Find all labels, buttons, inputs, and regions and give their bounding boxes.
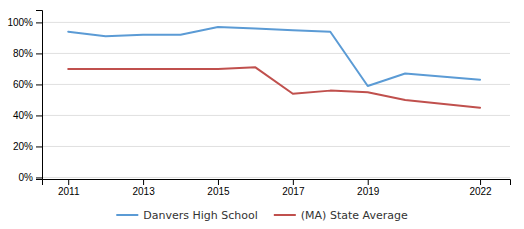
legend-item: (MA) State Average [274,209,408,222]
tick-mark [68,179,69,185]
tick-mark [36,22,42,23]
legend-label: Danvers High School [143,209,258,222]
grid [42,22,510,177]
tick-label: 2013 [132,186,155,197]
x-axis: 2011 2013 2015 2017 2019 2022 [43,179,511,197]
tick-mark [368,179,369,185]
chart: 2011 2013 2015 2017 2019 2022 0% 20% 40% 60% 80% 10… [0,0,524,229]
tick-mark [36,177,42,178]
legend: Danvers High School (MA) State Average [116,209,408,222]
tick: 2015 [207,179,230,197]
tick: 20% [13,141,42,152]
tick-label: 2015 [207,186,230,197]
legend-label: (MA) State Average [301,209,408,222]
tick: 2017 [282,179,305,197]
grid-line [42,177,510,178]
tick: 100% [7,17,42,28]
grid-line [42,84,510,85]
axis-line [43,180,511,186]
tick: 80% [13,48,42,59]
tick: 2022 [469,179,492,197]
tick-mark [293,179,294,185]
tick-mark [218,179,219,185]
tick-label: 2022 [469,186,492,197]
tick-label: 100% [7,17,33,28]
tick-mark [36,146,42,147]
tick: 60% [13,79,42,90]
series-line [68,27,480,86]
legend-swatch [274,214,296,216]
grid-line [42,146,510,147]
legend-item: Danvers High School [116,209,258,222]
tick-label: 2017 [282,186,305,197]
tick-mark [143,179,144,185]
tick: 40% [13,110,42,121]
tick-label: 2019 [357,186,380,197]
tick-label: 0% [19,172,34,183]
tick-label: 2011 [58,186,80,197]
legend-swatch [116,214,138,216]
plot: 2011 2013 2015 2017 2019 2022 0% 20% 40% 60% 80% 10… [7,11,510,198]
tick: 2019 [357,179,380,197]
grid-line [42,115,510,116]
tick-mark [480,179,481,185]
tick-mark [36,53,42,54]
lines [68,27,480,108]
grid-line [42,22,510,23]
tick-label: 20% [13,141,33,152]
grid-line [42,53,510,54]
tick-label: 40% [13,110,33,121]
axis-line [36,11,43,180]
tick-mark [36,84,42,85]
tick: 2011 [58,179,80,197]
tick-label: 60% [13,79,33,90]
y-axis: 0% 20% 40% 60% 80% 100% [7,11,42,184]
series-line [68,67,480,107]
tick: 0% [19,172,42,183]
tick-mark [36,115,42,116]
tick: 2013 [132,179,155,197]
tick-label: 80% [13,48,33,59]
